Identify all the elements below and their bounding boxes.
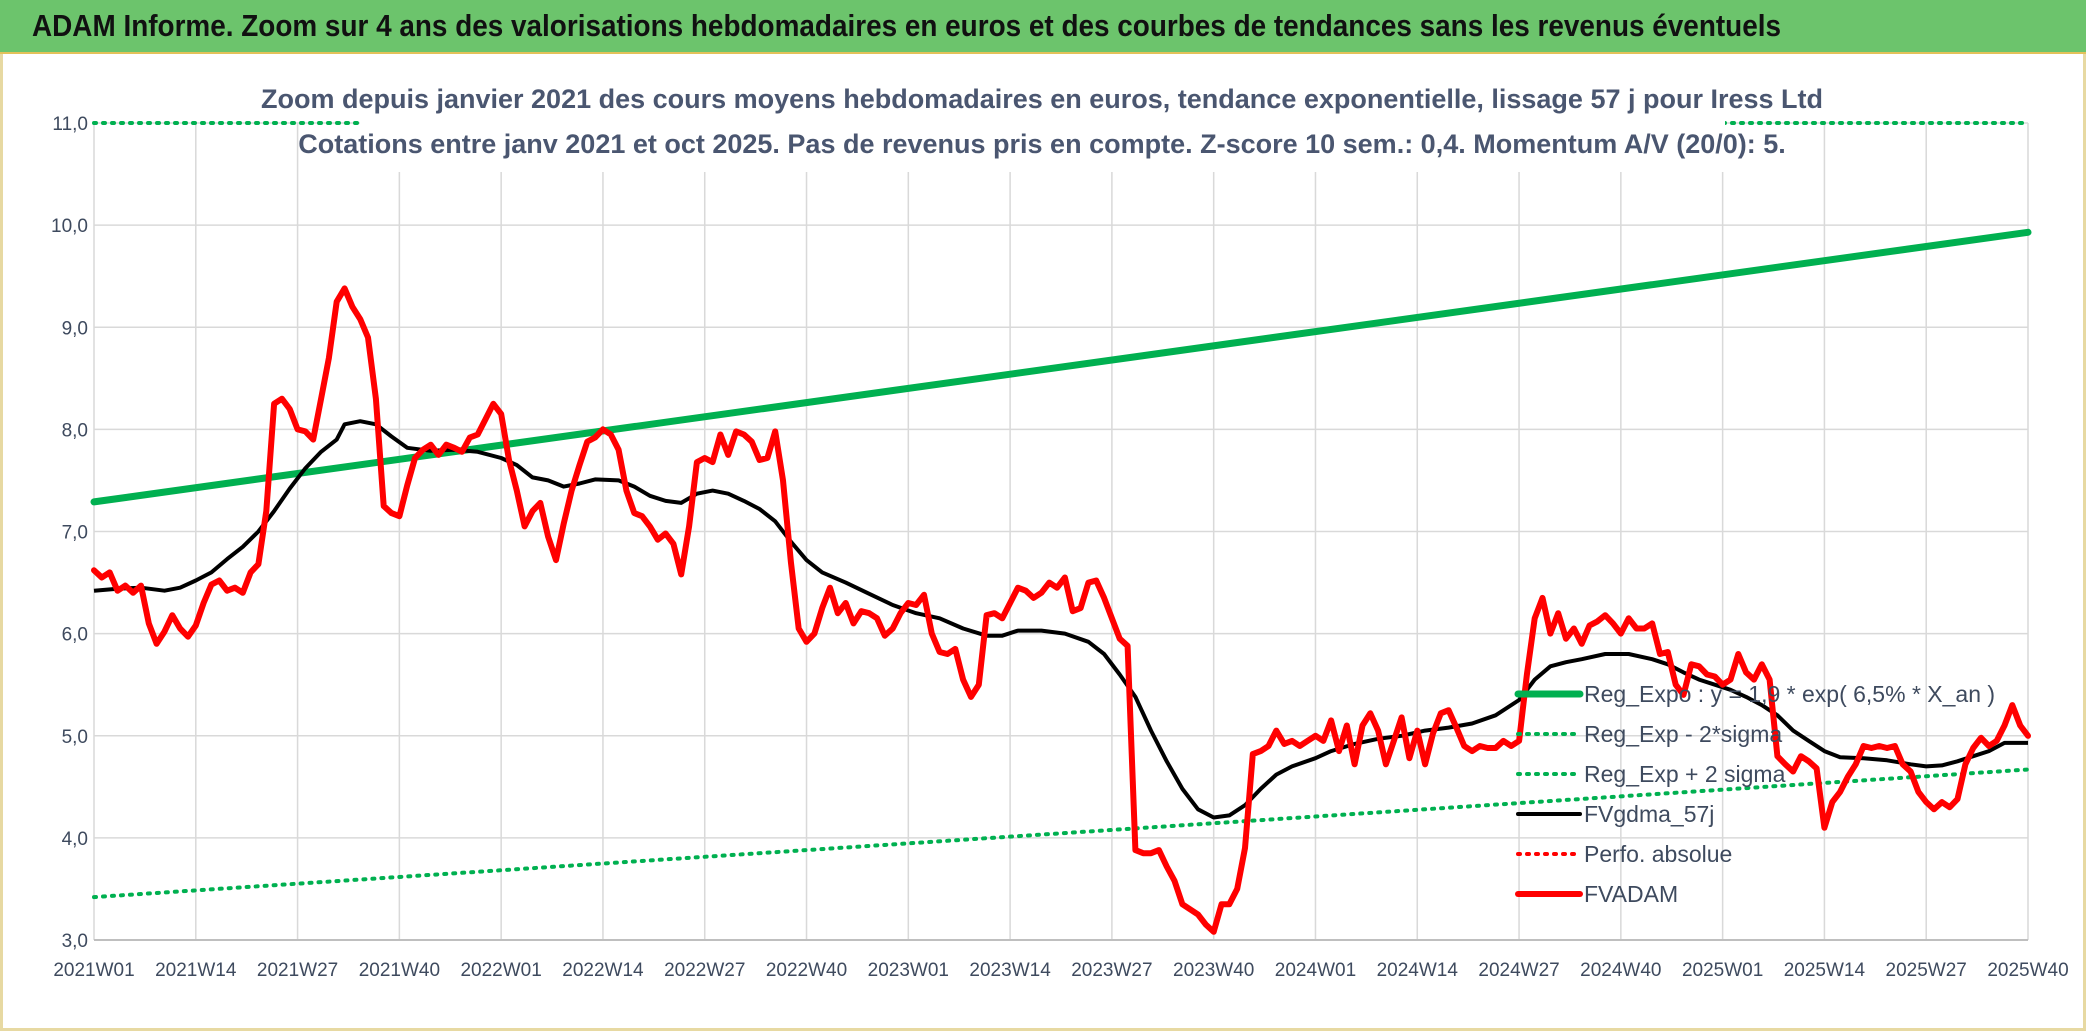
y-tick-label: 9,0 [62, 318, 88, 339]
y-tick-label: 8,0 [62, 420, 88, 441]
y-tick-label: 10,0 [51, 216, 88, 237]
legend-label-fvadam: FVADAM [1584, 881, 1678, 907]
header-title: ADAM Informe. Zoom sur 4 ans des valoris… [32, 8, 1781, 43]
x-tick-label: 2023W14 [969, 960, 1051, 981]
series-line-fvgdma-57j [93, 419, 2028, 820]
x-tick-label: 2022W40 [766, 960, 847, 981]
series-line-fvadam [91, 285, 2031, 935]
x-tick-label: 2021W27 [257, 960, 338, 981]
title-backdrop [360, 80, 1725, 172]
series-line-reg-expo-y-1-9-exp-6-5-x-an [90, 228, 2032, 506]
legend-label-reg-expo-y-1-9-exp-6-5-x-an: Reg_Expo : y = 1,9 * exp( 6,5% * X_an ) [1584, 681, 1995, 707]
legend-label-perfo-absolue: Perfo. absolue [1584, 841, 1732, 867]
series-layer [90, 121, 2032, 935]
x-tick-label: 2024W14 [1377, 960, 1459, 981]
legend-label-reg-exp-2-sigma: Reg_Exp + 2 sigma [1584, 761, 1786, 787]
x-tick-label: 2022W27 [664, 960, 745, 981]
x-tick-label: 2024W01 [1275, 960, 1356, 981]
grid-layer [93, 122, 2029, 941]
chart-title-block: Zoom depuis janvier 2021 des cours moyen… [261, 80, 1823, 172]
x-tick-label: 2021W40 [359, 960, 440, 981]
y-tick-label: 3,0 [62, 931, 88, 952]
legend: Reg_Expo : y = 1,9 * exp( 6,5% * X_an ) R… [1514, 681, 1995, 907]
x-tick-label: 2025W40 [1987, 960, 2068, 981]
x-tick-label: 2021W01 [53, 960, 134, 981]
x-tick-label: 2021W14 [155, 960, 237, 981]
x-tick-label: 2023W01 [868, 960, 949, 981]
x-tick-label: 2025W01 [1682, 960, 1763, 981]
y-tick-label: 5,0 [62, 727, 88, 748]
x-tick-label: 2024W40 [1580, 960, 1661, 981]
chart-subtitle: Cotations entre janv 2021 et oct 2025. P… [298, 129, 1786, 159]
y-tick-label: 4,0 [62, 829, 88, 850]
y-tick-label: 6,0 [62, 625, 88, 646]
legend-label-reg-exp-2-sigma: Reg_Exp - 2*sigma [1584, 721, 1782, 747]
x-tick-label: 2023W27 [1071, 960, 1152, 981]
series-line-reg-exp-2-sigma [92, 767, 2030, 900]
x-tick-label: 2022W14 [562, 960, 644, 981]
x-tick-label: 2025W27 [1886, 960, 1967, 981]
axis-layer: 3,0 4,0 5,0 6,0 7,0 8,0 9,0 10,0 11,0 2021W01 2021… [51, 114, 2069, 981]
y-tick-label: 11,0 [52, 114, 88, 135]
header-banner: ADAM Informe. Zoom sur 4 ans des valoris… [0, 0, 2086, 54]
y-tick-label: 7,0 [62, 523, 88, 544]
chart-frame [0, 54, 2086, 1031]
chart-title: Zoom depuis janvier 2021 des cours moyen… [261, 84, 1823, 114]
x-tick-label: 2024W27 [1478, 960, 1559, 981]
legend-label-fvgdma-57j: FVgdma_57j [1584, 801, 1714, 827]
x-tick-label: 2023W40 [1173, 960, 1254, 981]
x-tick-label: 2025W14 [1784, 960, 1866, 981]
x-tick-label: 2022W01 [460, 960, 541, 981]
